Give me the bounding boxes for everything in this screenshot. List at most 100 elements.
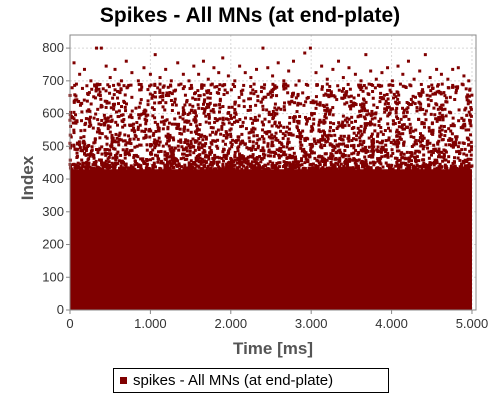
- spike-point: [85, 163, 89, 167]
- spike-point: [77, 165, 81, 169]
- spike-point: [414, 149, 418, 153]
- spike-point: [248, 139, 252, 143]
- spike-point: [325, 103, 329, 107]
- spike-point: [196, 89, 200, 93]
- spike-point: [186, 139, 190, 143]
- spike-point: [143, 162, 147, 166]
- spike-point: [320, 138, 324, 142]
- spike-point: [366, 92, 370, 96]
- spike-point: [119, 79, 123, 83]
- spike-point: [314, 164, 318, 168]
- spike-point: [238, 160, 242, 164]
- spike-point: [207, 157, 211, 161]
- spike-point: [353, 161, 357, 165]
- spike-point: [202, 111, 206, 115]
- spike-point: [398, 137, 402, 141]
- spike-point: [312, 137, 316, 141]
- spike-point: [249, 162, 253, 166]
- spike-point: [435, 67, 439, 71]
- spike-point: [111, 102, 115, 106]
- spike-point: [390, 148, 394, 152]
- spike-point: [288, 121, 292, 125]
- spike-point: [69, 144, 73, 148]
- spike-point: [204, 142, 208, 146]
- spike-point: [245, 146, 249, 150]
- spike-point: [386, 164, 390, 168]
- spike-point: [95, 46, 99, 50]
- spike-point: [110, 165, 114, 169]
- spike-point: [390, 107, 394, 111]
- spike-point: [396, 102, 400, 106]
- spike-point: [430, 121, 434, 125]
- spike-point: [106, 124, 110, 128]
- spike-point: [159, 167, 163, 171]
- spike-point: [350, 127, 354, 131]
- spike-point: [211, 108, 215, 112]
- spike-point: [304, 154, 308, 158]
- spike-point: [288, 102, 292, 106]
- spike-point: [361, 97, 365, 101]
- spike-point: [277, 165, 281, 169]
- spike-point: [396, 97, 400, 101]
- spike-point: [182, 156, 186, 160]
- spike-point: [312, 122, 316, 126]
- spike-point: [408, 157, 412, 161]
- spike-point: [376, 145, 380, 149]
- spike-point: [221, 121, 225, 125]
- spike-point: [206, 102, 210, 106]
- spike-point: [219, 132, 223, 136]
- spike-point: [270, 133, 274, 137]
- spike-point: [251, 126, 255, 130]
- spike-point: [205, 154, 209, 158]
- spike-point: [329, 166, 333, 170]
- spike-point: [379, 150, 383, 154]
- spike-point: [227, 121, 231, 125]
- spike-point: [386, 122, 390, 126]
- spike-point: [73, 93, 77, 97]
- spike-point: [452, 124, 456, 128]
- spike-point: [130, 148, 134, 152]
- spike-point: [128, 149, 132, 153]
- spike-point: [324, 167, 328, 171]
- spike-point: [271, 117, 275, 121]
- spike-point: [440, 114, 444, 118]
- spike-point: [336, 149, 340, 153]
- spike-point: [145, 162, 149, 166]
- spike-point: [325, 139, 329, 143]
- spike-point: [135, 162, 139, 166]
- spike-point: [157, 126, 161, 130]
- spike-point: [354, 148, 358, 152]
- spike-point: [110, 119, 114, 123]
- spike-point: [154, 95, 158, 99]
- spike-point: [366, 167, 370, 171]
- spike-point: [413, 151, 417, 155]
- spike-point: [316, 83, 320, 87]
- spike-point: [333, 139, 337, 143]
- spike-point: [223, 142, 227, 146]
- spike-point: [325, 158, 329, 162]
- spike-point: [183, 140, 187, 144]
- spike-point: [449, 124, 453, 128]
- spike-point: [418, 132, 422, 136]
- spike-point: [343, 102, 347, 106]
- spike-point: [293, 166, 297, 170]
- spike-point: [144, 127, 148, 131]
- spike-point: [378, 100, 382, 104]
- spike-point: [106, 119, 110, 123]
- spike-point: [256, 146, 260, 150]
- spike-point: [197, 146, 201, 150]
- spike-point: [139, 88, 143, 92]
- spike-point: [159, 161, 163, 165]
- spike-point: [359, 124, 363, 128]
- x-tick-label: 4.000: [375, 316, 408, 331]
- spike-point: [69, 110, 73, 114]
- spike-point: [369, 134, 373, 138]
- spike-point: [118, 91, 122, 95]
- spike-point: [146, 113, 150, 117]
- spike-point: [369, 154, 373, 158]
- spike-point: [139, 157, 143, 161]
- spike-point: [237, 165, 241, 169]
- spike-point: [129, 113, 133, 117]
- spike-point: [182, 167, 186, 171]
- spike-point: [394, 142, 398, 146]
